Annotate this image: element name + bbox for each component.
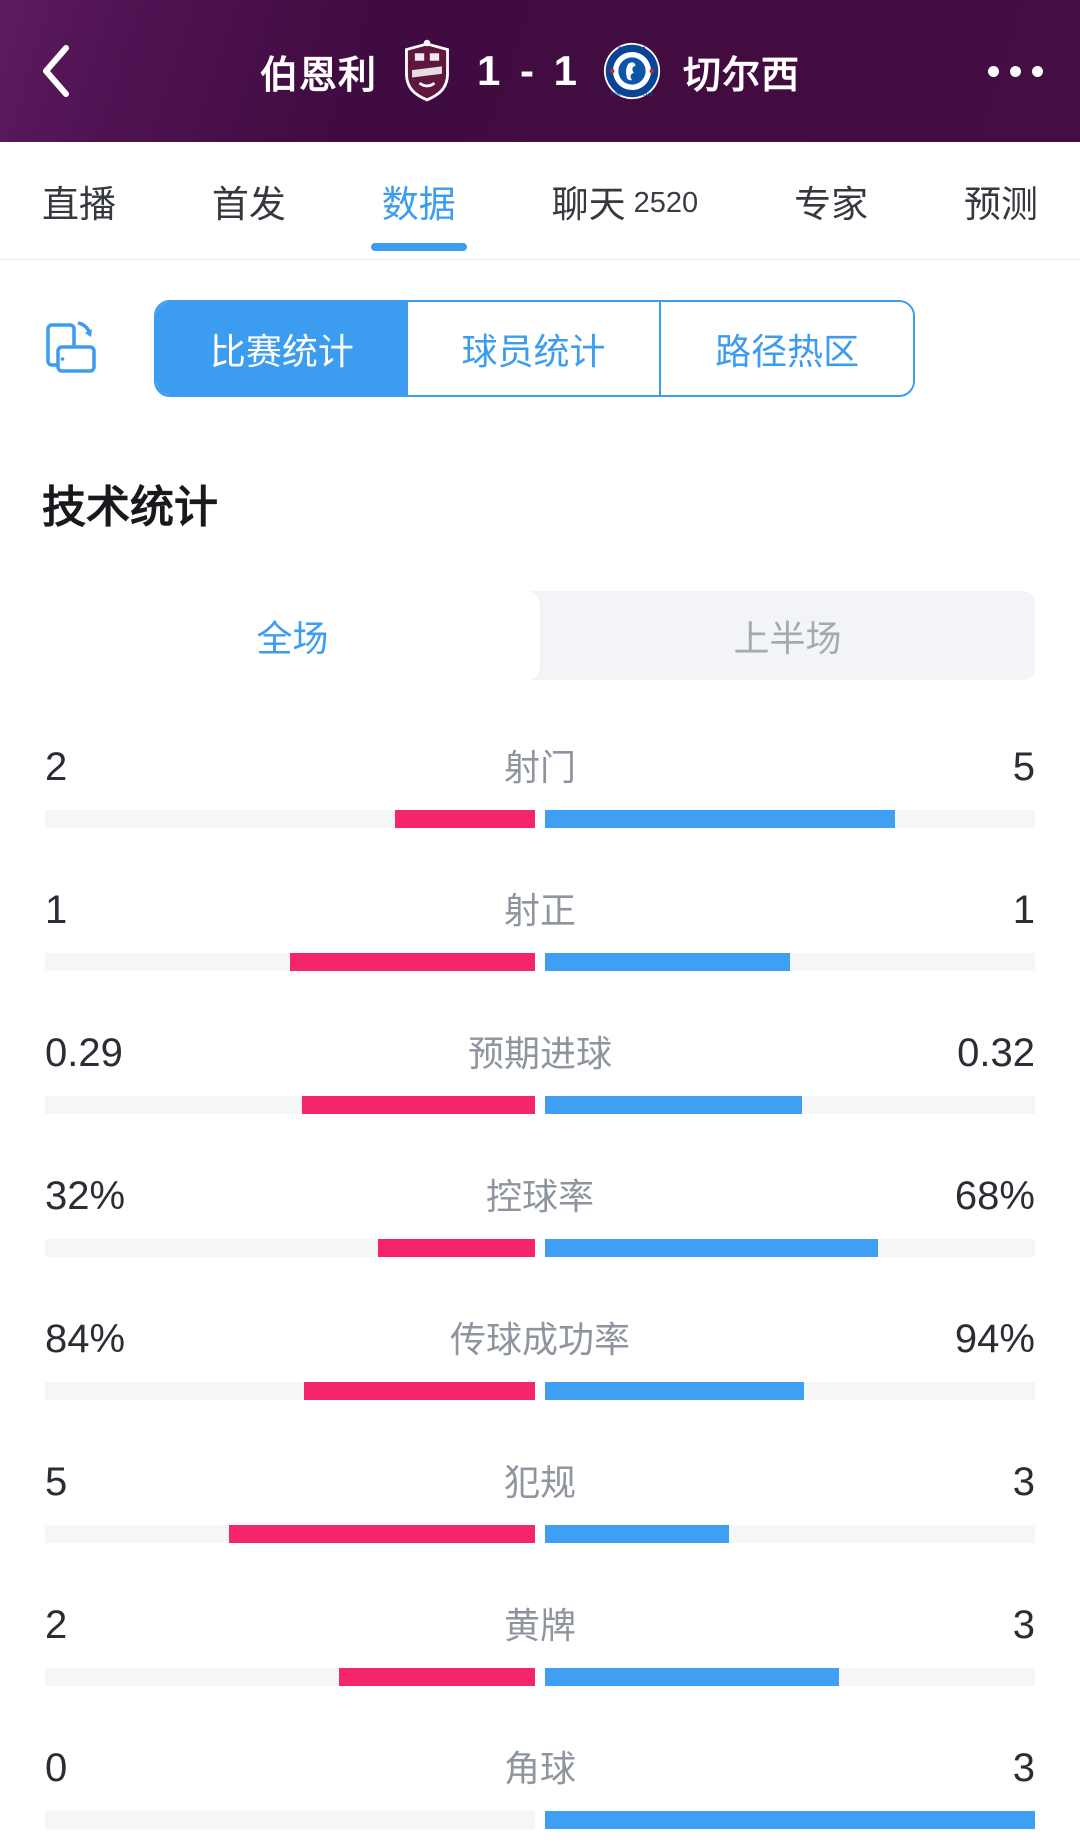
home-bar-fill	[290, 953, 535, 971]
svg-text:FOOTBALL CLUB: FOOTBALL CLUB	[611, 91, 654, 97]
home-bar-fill	[302, 1096, 535, 1114]
stat-label: 预期进球	[467, 1033, 612, 1074]
tab-lineups[interactable]: 首发	[211, 183, 286, 225]
away-team-crest-icon: CHELSEA FOOTBALL CLUB	[603, 42, 661, 100]
match-score: 1 - 1	[476, 47, 582, 94]
home-bar-fill	[378, 1239, 535, 1257]
away-value: 3	[1012, 1460, 1035, 1504]
home-bar-fill	[303, 1382, 535, 1400]
stat-bar	[45, 1382, 1035, 1400]
away-bar-fill	[545, 1382, 804, 1400]
stat-row: 5 犯规 3	[0, 1415, 1080, 1558]
away-bar-fill	[545, 1811, 1035, 1829]
tab-predictions[interactable]: 预测	[963, 183, 1038, 225]
away-value: 3	[1012, 1746, 1035, 1790]
match-title: 伯恩利 1 - 1 CHELSEA FOOTBALL	[110, 38, 950, 104]
stat-label: 角球	[503, 1748, 576, 1789]
svg-text:CHELSEA: CHELSEA	[618, 47, 647, 53]
tab-chat[interactable]: 聊天 2520	[551, 183, 699, 225]
match-header: 伯恩利 1 - 1 CHELSEA FOOTBALL	[0, 0, 1080, 142]
home-team-crest-icon	[399, 38, 455, 104]
segment-match-stats[interactable]: 比赛统计	[156, 302, 408, 395]
away-bar-fill	[545, 1525, 729, 1543]
away-value: 68%	[954, 1174, 1035, 1218]
tab-experts[interactable]: 专家	[794, 183, 869, 225]
stat-label: 犯规	[503, 1462, 576, 1503]
chat-count: 2520	[633, 187, 699, 219]
stat-bar	[45, 1096, 1035, 1114]
home-value: 2	[45, 745, 68, 789]
stat-label: 黄牌	[503, 1605, 576, 1646]
back-button[interactable]	[0, 42, 110, 100]
away-bar-fill	[545, 810, 895, 828]
stat-bar	[45, 1525, 1035, 1543]
away-bar-fill	[545, 953, 790, 971]
home-value: 2	[45, 1603, 68, 1647]
stat-type-segments: 比赛统计 球员统计 路径热区	[154, 300, 915, 397]
home-team-name: 伯恩利	[259, 54, 377, 97]
away-value: 94%	[954, 1317, 1035, 1361]
away-bar-fill	[545, 1668, 839, 1686]
tab-data[interactable]: 数据	[370, 142, 467, 259]
away-bar-fill	[545, 1096, 803, 1114]
stat-label: 控球率	[485, 1176, 594, 1217]
stat-row: 2 黄牌 3	[0, 1558, 1080, 1701]
stat-bar	[45, 810, 1035, 828]
stat-bar	[45, 1239, 1035, 1257]
home-value: 1	[45, 888, 68, 932]
ellipsis-icon	[987, 65, 999, 77]
stat-label: 传球成功率	[449, 1319, 630, 1360]
stat-label: 射门	[503, 747, 576, 788]
stat-bar	[45, 1668, 1035, 1686]
period-first-half[interactable]: 上半场	[733, 617, 842, 659]
stat-bar	[45, 953, 1035, 971]
stat-row: 0.29 预期进球 0.32	[0, 986, 1080, 1129]
home-value: 5	[45, 1460, 68, 1504]
home-value: 0.29	[45, 1031, 123, 1075]
home-bar-fill	[339, 1668, 535, 1686]
tab-live[interactable]: 直播	[42, 183, 116, 225]
main-tabbar: 直播 首发 数据 聊天 2520 专家 预测	[0, 142, 1080, 260]
home-bar-fill	[395, 810, 535, 828]
away-value: 5	[1012, 745, 1035, 789]
stat-row: 0 角球 3	[0, 1701, 1080, 1844]
stat-row: 2 射门 5	[0, 700, 1080, 843]
home-value: 0	[45, 1746, 68, 1790]
stat-label: 射正	[503, 890, 576, 931]
period-full-match[interactable]: 全场	[45, 591, 540, 680]
away-value: 3	[1012, 1603, 1035, 1647]
rotate-screen-icon[interactable]	[42, 315, 98, 382]
stats-list: 2 射门 5 1 射正 1 0.29 预期进球 0.32 32% 控球率 68% 84% 传球成功率 94%…	[0, 700, 1080, 1844]
away-value: 1	[1012, 888, 1035, 932]
away-team-name: 切尔西	[683, 54, 801, 97]
stat-row: 84% 传球成功率 94%	[0, 1272, 1080, 1415]
home-value: 84%	[45, 1317, 126, 1361]
segment-player-stats[interactable]: 球员统计	[407, 302, 660, 395]
section-title: 技术统计	[42, 483, 218, 532]
stat-row: 1 射正 1	[0, 843, 1080, 986]
period-toggle: 全场 上半场	[45, 591, 1035, 680]
stat-type-selector-row: 比赛统计 球员统计 路径热区	[0, 300, 1080, 397]
home-bar-fill	[228, 1525, 535, 1543]
away-bar-fill	[545, 1239, 879, 1257]
stat-row: 32% 控球率 68%	[0, 1129, 1080, 1272]
more-options-button[interactable]	[950, 65, 1080, 77]
chevron-left-icon	[43, 45, 69, 97]
home-value: 32%	[45, 1174, 126, 1218]
away-value: 0.32	[957, 1031, 1035, 1075]
segment-heatmap[interactable]: 路径热区	[659, 302, 913, 395]
stat-bar	[45, 1811, 1035, 1829]
active-tab-underline	[370, 243, 467, 251]
